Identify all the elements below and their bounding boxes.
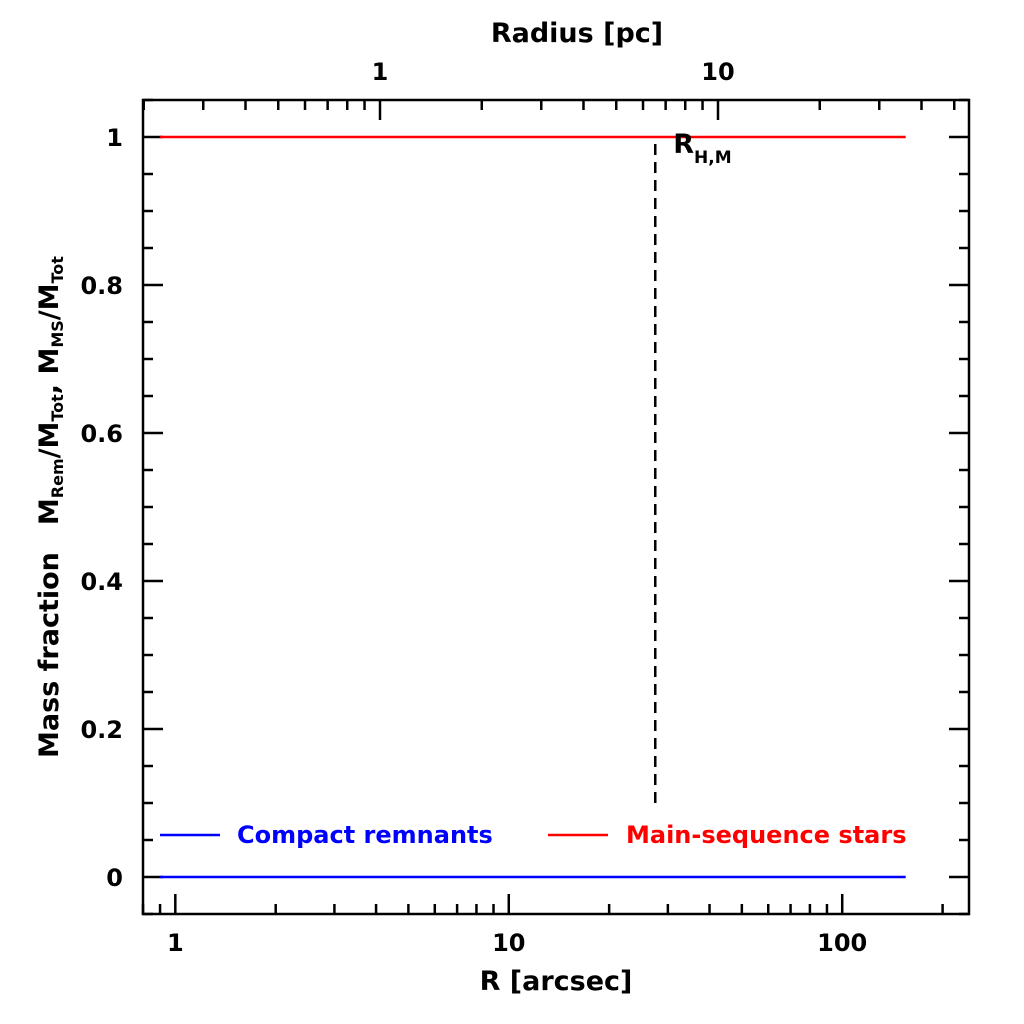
y-tick-label: 0.2 — [80, 716, 123, 744]
y-tick-label: 0.6 — [80, 420, 123, 448]
x-top-tick-label: 10 — [701, 58, 734, 86]
y-tick-label: 0.4 — [80, 568, 123, 596]
y-tick-label: 0.8 — [80, 272, 123, 300]
x-top-tick-label: 1 — [372, 58, 389, 86]
plot-frame — [141, 98, 971, 916]
annotations: RH,M — [654, 129, 732, 803]
x-top-axis-title: Radius [pc] — [491, 18, 663, 49]
legend-label: Compact remnants — [237, 821, 493, 849]
y-tick-label: 0 — [106, 864, 123, 892]
legend-label: Main-sequence stars — [626, 821, 906, 849]
legend: Compact remnants Main-sequence stars — [160, 821, 906, 849]
x-tick-label: 1 — [167, 929, 184, 957]
axis-ticks — [141, 98, 969, 916]
half-mass-radius-label: RH,M — [673, 129, 731, 168]
x-axis-title: R [arcsec] — [480, 966, 633, 997]
y-axis-title: Mass fraction MRem/MTot, MMS/MTot — [34, 256, 67, 758]
y-tick-label: 1 — [106, 124, 123, 152]
x-tick-label: 10 — [492, 929, 525, 957]
data-series — [160, 135, 906, 879]
x-tick-label: 100 — [817, 929, 867, 957]
